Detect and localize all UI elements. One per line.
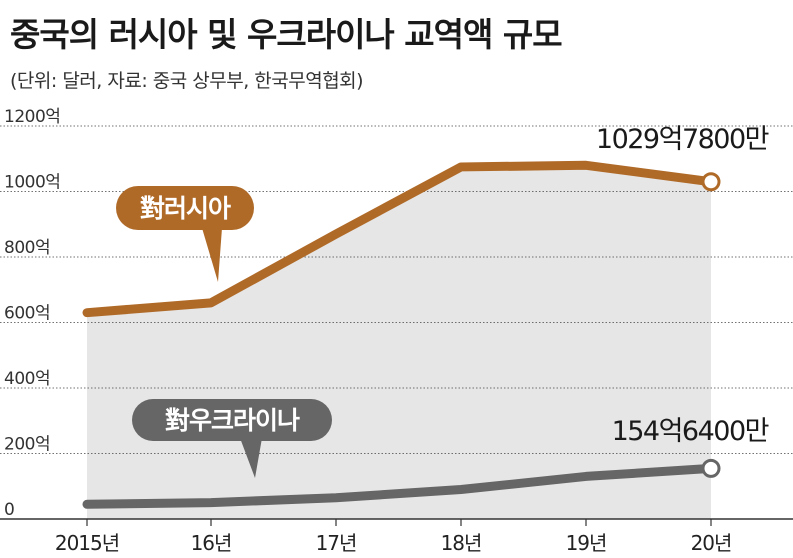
y-tick-label: 800억 xyxy=(4,238,50,258)
x-tick-label: 2015년 xyxy=(55,531,119,555)
x-tick-label: 17년 xyxy=(316,531,357,555)
x-tick-label: 20년 xyxy=(691,531,732,555)
x-tick-label: 18년 xyxy=(441,531,482,555)
chart-subtitle: (단위: 달러, 자료: 중국 상무부, 한국무역협회) xyxy=(10,70,364,92)
x-tick-label: 16년 xyxy=(191,531,232,555)
y-tick-label: 400억 xyxy=(4,369,50,389)
series-end-marker xyxy=(701,172,721,192)
legend-label: 對러시아 xyxy=(140,194,231,223)
legend-callout-tail xyxy=(240,438,262,478)
chart-title: 중국의 러시아 및 우크라이나 교역액 규모 xyxy=(10,15,563,54)
series-end-value-label: 154억6400만 xyxy=(612,416,769,447)
series-line xyxy=(82,160,716,318)
y-tick-label: 200억 xyxy=(4,435,50,455)
y-tick-label: 600억 xyxy=(4,304,50,324)
legend-callout xyxy=(132,399,332,441)
y-tick-label: 1200억 xyxy=(4,107,60,127)
legend-callout-tail xyxy=(202,228,222,282)
legend-label: 對우크라이나 xyxy=(165,406,300,435)
y-tick-label: 0 xyxy=(4,500,14,520)
y-tick-label: 1000억 xyxy=(4,173,60,193)
series-end-value-label: 1029억7800만 xyxy=(596,124,769,155)
series-end-marker xyxy=(701,458,721,478)
x-tick-label: 19년 xyxy=(566,531,607,555)
series-line xyxy=(82,463,716,509)
legend-callout xyxy=(116,186,254,230)
